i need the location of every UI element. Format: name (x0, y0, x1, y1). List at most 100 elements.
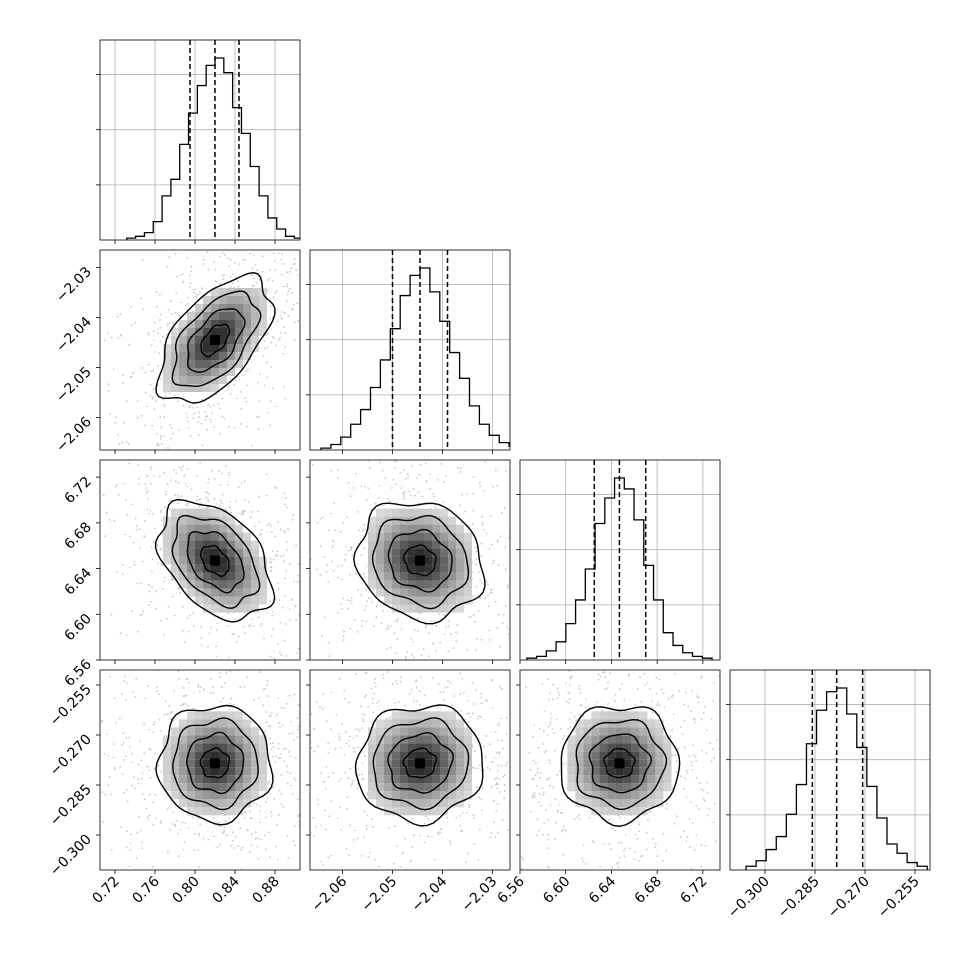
scatter-point (269, 278, 271, 280)
scatter-point (108, 383, 110, 385)
density-cell (408, 557, 416, 565)
scatter-point (177, 432, 179, 434)
scatter-point (437, 663, 439, 665)
scatter-point (264, 176, 266, 178)
scatter-point (289, 563, 291, 565)
scatter-point (126, 514, 128, 516)
scatter-point (324, 617, 326, 619)
scatter-point (269, 172, 271, 174)
scatter-point (123, 759, 125, 761)
scatter-point (122, 564, 124, 566)
scatter-point (366, 828, 368, 830)
scatter-point (332, 540, 334, 542)
density-cell (219, 719, 227, 727)
density-cell (203, 360, 211, 368)
scatter-point (305, 732, 307, 734)
scatter-point (516, 540, 518, 542)
density-cell (432, 597, 440, 605)
scatter-point (279, 790, 281, 792)
scatter-point (281, 833, 283, 835)
scatter-point (326, 564, 328, 566)
scatter-point (294, 259, 296, 261)
scatter-point (158, 693, 160, 695)
scatter-point (132, 761, 134, 763)
density-cell (384, 799, 392, 807)
scatter-point (130, 306, 132, 308)
scatter-point (140, 429, 142, 431)
scatter-point (191, 630, 193, 632)
scatter-point (520, 579, 522, 581)
scatter-point (182, 822, 184, 824)
scatter-point (468, 525, 470, 527)
scatter-point (445, 475, 447, 477)
scatter-point (198, 866, 200, 868)
scatter-point (374, 609, 376, 611)
scatter-point (172, 322, 174, 324)
scatter-point (269, 424, 271, 426)
scatter-point (493, 800, 495, 802)
scatter-point (283, 678, 285, 680)
scatter-point (312, 783, 314, 785)
scatter-point (156, 306, 158, 308)
scatter-point (482, 524, 484, 526)
scatter-point (260, 839, 262, 841)
scatter-point (284, 708, 286, 710)
scatter-point (252, 443, 254, 445)
density-cell (187, 759, 195, 767)
scatter-point (189, 286, 191, 288)
scatter-point (407, 473, 409, 475)
scatter-point (405, 838, 407, 840)
scatter-point (367, 487, 369, 489)
scatter-point (267, 346, 269, 348)
scatter-point (501, 765, 503, 767)
scatter-point (555, 498, 557, 500)
scatter-point (532, 778, 534, 780)
scatter-point (271, 615, 273, 617)
scatter-point (95, 485, 97, 487)
scatter-point (252, 204, 254, 206)
scatter-point (701, 866, 703, 868)
scatter-point (280, 639, 282, 641)
scatter-point (528, 398, 530, 400)
scatter-point (272, 742, 274, 744)
scatter-point (303, 670, 305, 672)
scatter-point (159, 476, 161, 478)
scatter-point (151, 499, 153, 501)
scatter-point (171, 427, 173, 429)
scatter-point (174, 825, 176, 827)
scatter-point (281, 253, 283, 255)
scatter-point (228, 817, 230, 819)
scatter-point (316, 797, 318, 799)
scatter-point (102, 821, 104, 823)
scatter-point (499, 791, 501, 793)
scatter-point (148, 729, 150, 731)
density-cell (440, 557, 448, 565)
scatter-point (92, 437, 94, 439)
scatter-point (211, 470, 213, 472)
scatter-point (292, 732, 294, 734)
scatter-point (285, 398, 287, 400)
scatter-point (284, 679, 286, 681)
scatter-point (133, 910, 135, 912)
scatter-point (420, 464, 422, 466)
density-cell (179, 751, 187, 759)
scatter-point (475, 546, 477, 548)
scatter-point (466, 713, 468, 715)
scatter-point (286, 703, 288, 705)
density-cell (219, 557, 227, 565)
scatter-point (138, 478, 140, 480)
scatter-point (259, 535, 261, 537)
scatter-point (548, 819, 550, 821)
density-cell (376, 799, 384, 807)
scatter-point (571, 662, 573, 664)
scatter-point (182, 700, 184, 702)
scatter-point (178, 670, 180, 672)
scatter-point (495, 601, 497, 603)
scatter-point (41, 590, 43, 592)
scatter-point (388, 448, 390, 450)
scatter-point (537, 818, 539, 820)
scatter-point (388, 440, 390, 442)
density-cell (376, 719, 384, 727)
scatter-point (533, 724, 535, 726)
scatter-point (378, 700, 380, 702)
